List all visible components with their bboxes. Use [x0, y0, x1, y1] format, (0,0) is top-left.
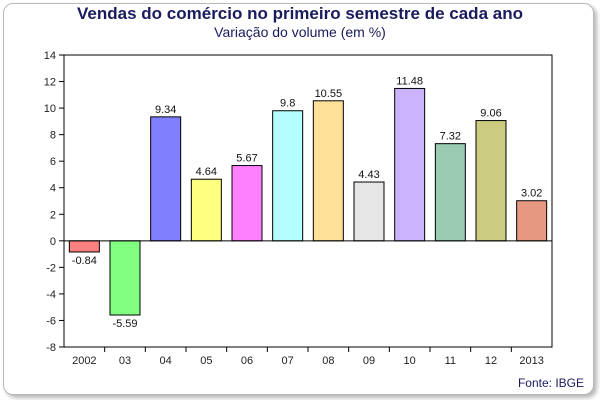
data-label-11: 7.32	[440, 131, 461, 143]
bar-09	[353, 181, 385, 242]
x-tick-label: 12	[485, 355, 497, 367]
y-tick-label: -2	[46, 262, 56, 274]
bar-05	[190, 178, 222, 242]
y-tick-label: 8	[50, 130, 56, 142]
y-tick-label: 14	[44, 50, 56, 62]
y-tick-label: 10	[44, 103, 56, 115]
chart-subtitle: Variação do volume (em %)	[214, 24, 386, 40]
data-label-2002: -0.84	[72, 255, 97, 267]
data-label-09: 4.43	[358, 169, 379, 181]
bar-12	[475, 120, 507, 242]
x-tick-label: 06	[241, 355, 253, 367]
x-tick-label: 10	[404, 355, 416, 367]
data-label-05: 4.64	[196, 166, 217, 178]
bar-04	[150, 116, 182, 242]
bar-06	[231, 165, 263, 242]
x-tick-label: 08	[322, 355, 334, 367]
source-note: Fonte: IBGE	[517, 376, 584, 390]
y-tick-label: 0	[50, 236, 56, 248]
x-tick-label: 07	[282, 355, 294, 367]
bar-2013	[516, 200, 548, 242]
y-tick-label: 6	[50, 156, 56, 168]
bar-11	[434, 143, 466, 242]
y-tick-label: 4	[50, 183, 56, 195]
y-tick-label: -6	[46, 315, 56, 327]
y-tick-label: -8	[46, 342, 56, 354]
chart-title: Vendas do comércio no primeiro semestre …	[77, 4, 523, 23]
data-label-04: 9.34	[155, 104, 176, 116]
data-label-12: 9.06	[480, 108, 501, 120]
data-label-07: 9.8	[280, 98, 295, 110]
bar-10	[394, 87, 426, 242]
x-tick-label: 2002	[72, 355, 96, 367]
data-label-03: -5.59	[112, 318, 137, 330]
bar-08	[312, 100, 344, 242]
x-tick-label: 11	[445, 355, 456, 367]
y-tick-label: 12	[44, 77, 56, 89]
x-tick-label: 2013	[519, 355, 543, 367]
data-label-10: 11.48	[396, 75, 423, 87]
y-tick-label: 2	[50, 209, 56, 221]
data-label-2013: 3.02	[521, 188, 542, 200]
x-tick-label: 03	[119, 355, 131, 367]
x-tick-label: 05	[200, 355, 212, 367]
y-tick-label: -4	[46, 289, 56, 301]
data-label-08: 10.55	[315, 88, 343, 100]
x-tick-label: 04	[160, 355, 172, 367]
bar-07	[272, 110, 304, 242]
x-tick-label: 09	[363, 355, 375, 367]
bar-03	[109, 240, 141, 316]
data-label-06: 5.67	[236, 153, 257, 165]
bar-2002	[68, 240, 100, 253]
